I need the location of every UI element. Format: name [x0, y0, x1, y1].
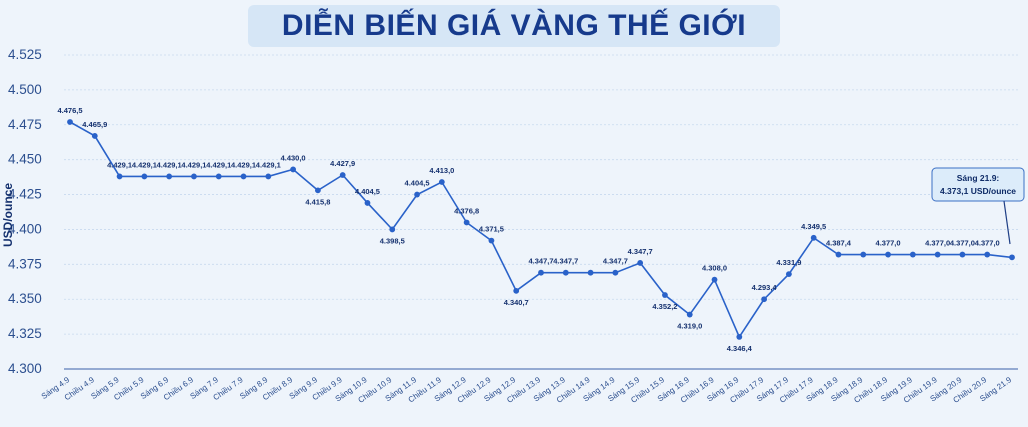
data-point — [612, 269, 619, 276]
data-label: 4.404,5 — [355, 187, 380, 196]
data-point — [686, 311, 693, 318]
y-tick-label: 4.300 — [8, 361, 42, 376]
data-label: 4.476,5 — [57, 106, 82, 115]
data-point — [389, 226, 396, 233]
data-label: 4.429,1 — [132, 160, 157, 169]
data-point — [736, 334, 743, 340]
data-label: 4.377,0 — [925, 239, 950, 248]
data-label: 4.398,5 — [380, 236, 405, 245]
data-label: 4.404,5 — [405, 179, 430, 188]
data-point — [761, 296, 768, 303]
data-point — [909, 251, 916, 258]
callout-arrow — [1003, 200, 1011, 245]
data-label: 4.347,7 — [553, 257, 578, 266]
chart-title-box: DIỄN BIẾN GIÁ VÀNG THẾ GIỚI — [248, 5, 780, 47]
grid-lines — [64, 54, 1018, 370]
data-label: 4.347,7 — [528, 257, 553, 266]
data-label: 4.293,4 — [752, 283, 778, 292]
data-label: 4.331,9 — [776, 258, 801, 267]
data-label: 4.415,8 — [305, 197, 330, 206]
data-point — [339, 172, 346, 178]
data-point — [562, 269, 569, 276]
y-tick-label: 4.475 — [8, 117, 42, 132]
data-point — [587, 269, 594, 276]
data-label: 4.465,9 — [82, 120, 107, 129]
data-point — [364, 200, 371, 206]
data-point — [934, 251, 941, 258]
y-tick-label: 4.425 — [8, 187, 42, 202]
data-point — [290, 166, 297, 173]
y-tick-label: 4.375 — [8, 256, 42, 271]
data-point — [414, 191, 420, 198]
data-point — [191, 173, 197, 180]
data-point — [860, 251, 867, 258]
data-point — [959, 251, 966, 258]
data-point — [141, 173, 148, 180]
data-label: 4.347,7 — [603, 257, 628, 266]
data-point — [91, 133, 98, 139]
data-point — [835, 251, 842, 258]
data-point — [314, 187, 321, 194]
y-tick-label: 4.450 — [8, 152, 42, 167]
data-point — [215, 173, 222, 180]
data-label: 4.377,0 — [876, 239, 901, 248]
latest-price-callout: Sáng 21.9: 4.373,1 USD/ounce — [931, 167, 1025, 245]
data-point — [463, 219, 470, 226]
data-label: 4.429,1 — [231, 160, 256, 169]
data-point — [240, 173, 247, 180]
y-tick-label: 4.325 — [8, 326, 42, 341]
data-point — [984, 251, 991, 258]
data-point — [1009, 254, 1015, 261]
data-point — [885, 251, 891, 258]
data-label: 4.371,5 — [479, 225, 504, 234]
data-point — [116, 173, 123, 180]
data-label: 4.340,7 — [504, 298, 529, 307]
data-label: 4.352,2 — [652, 302, 677, 311]
y-tick-label: 4.350 — [8, 291, 42, 306]
data-label: 4.429,1 — [181, 160, 206, 169]
callout-box — [931, 167, 1025, 202]
data-label: 4.387,4 — [826, 239, 852, 248]
data-label: 4.427,9 — [330, 159, 355, 168]
y-tick-label: 4.525 — [8, 47, 42, 62]
data-point — [166, 173, 173, 180]
data-point — [711, 276, 718, 283]
data-label: 4.349,5 — [801, 222, 826, 231]
data-point — [438, 179, 445, 185]
data-label: 4.346,4 — [727, 344, 753, 353]
data-label: 4.319,0 — [677, 322, 702, 331]
y-axis-ticks: 4.525 4.500 4.475 4.450 4.425 4.400 4.375 4.350… — [8, 47, 42, 376]
data-label: 4.430,0 — [281, 153, 306, 162]
data-point — [513, 287, 520, 294]
y-tick-label: 4.400 — [8, 221, 42, 236]
data-points — [67, 119, 1015, 340]
callout-line-2: 4.373,1 USD/ounce — [940, 186, 1016, 196]
data-label: 4.376,8 — [454, 206, 479, 215]
data-point — [637, 260, 644, 266]
y-axis-label: USD/ounce — [1, 183, 15, 247]
data-label: 4.377,0 — [950, 239, 975, 248]
data-point — [785, 271, 792, 278]
data-label: 4.429,1 — [107, 160, 132, 169]
data-point — [265, 173, 272, 180]
data-labels: 4.476,54.465,94.429,1 4.429,1 4.429,1 4.429… — [57, 106, 999, 353]
data-label: 4.429,1 — [157, 160, 182, 169]
data-label: 4.308,0 — [702, 264, 727, 273]
data-point — [488, 237, 495, 244]
data-point — [67, 119, 73, 125]
data-label: 4.413,0 — [429, 166, 454, 175]
data-label: 4.377,0 — [975, 239, 1000, 248]
data-label: 4.429,1 — [206, 160, 231, 169]
chart-title: DIỄN BIẾN GIÁ VÀNG THẾ GIỚI — [281, 9, 747, 42]
data-point — [810, 234, 817, 241]
data-label: 4.347,7 — [628, 247, 653, 256]
data-point — [538, 269, 544, 276]
data-label: 4.429,1 — [256, 160, 281, 169]
callout-line-1: Sáng 21.9: — [957, 173, 1000, 183]
data-point — [662, 292, 668, 298]
y-tick-label: 4.500 — [8, 82, 42, 97]
